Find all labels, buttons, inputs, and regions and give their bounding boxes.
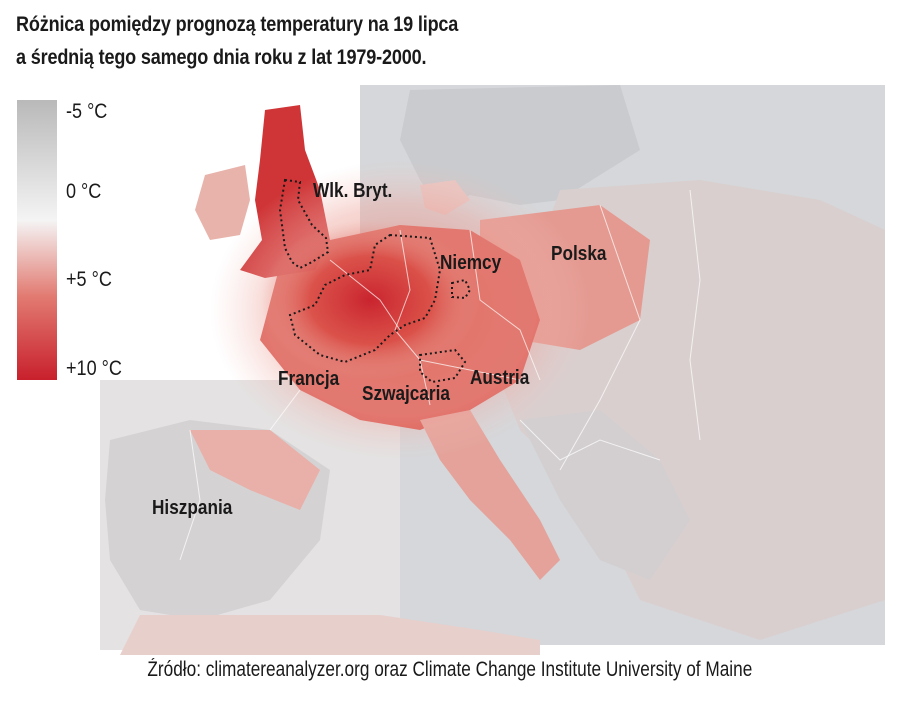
hotspot-outline-uk bbox=[278, 178, 330, 270]
legend-label-0: 0 °C bbox=[66, 180, 102, 203]
source-note: Źródło: climatereanalyzer.org oraz Clima… bbox=[0, 658, 900, 682]
hotspot-outline-switzerland bbox=[419, 348, 467, 384]
north-africa-region bbox=[120, 615, 540, 655]
legend-label-plus10: +10 °C bbox=[66, 357, 122, 380]
title-line-1: Różnica pomiędzy prognozą temperatury na… bbox=[16, 13, 459, 36]
label-uk: Wlk. Bryt. bbox=[313, 180, 393, 202]
label-spain: Hiszpania bbox=[152, 497, 233, 519]
hotspot-outline-france-benelux-germany bbox=[288, 233, 442, 364]
label-poland: Polska bbox=[551, 243, 607, 265]
ireland-region bbox=[195, 165, 250, 240]
source-text: Źródło: climatereanalyzer.org oraz Clima… bbox=[147, 658, 753, 681]
label-germany: Niemcy bbox=[440, 252, 502, 274]
map-title: Różnica pomiędzy prognozą temperatury na… bbox=[16, 8, 635, 74]
label-france: Francja bbox=[278, 368, 340, 390]
legend-color-bar bbox=[17, 100, 57, 380]
legend-label-plus5: +5 °C bbox=[66, 268, 112, 291]
label-austria: Austria bbox=[470, 367, 530, 389]
title-line-2: a średnią tego samego dnia roku z lat 19… bbox=[16, 46, 427, 69]
heat-glow-core bbox=[260, 220, 480, 380]
balkans-region bbox=[520, 410, 690, 580]
hotspot-outlines bbox=[278, 178, 472, 384]
country-borders bbox=[179, 189, 701, 561]
north-spain-warm bbox=[190, 430, 320, 510]
label-switzerland: Szwajcaria bbox=[362, 383, 450, 405]
legend-label-minus5: -5 °C bbox=[66, 100, 108, 123]
hotspot-outline-germany-small bbox=[451, 278, 472, 300]
